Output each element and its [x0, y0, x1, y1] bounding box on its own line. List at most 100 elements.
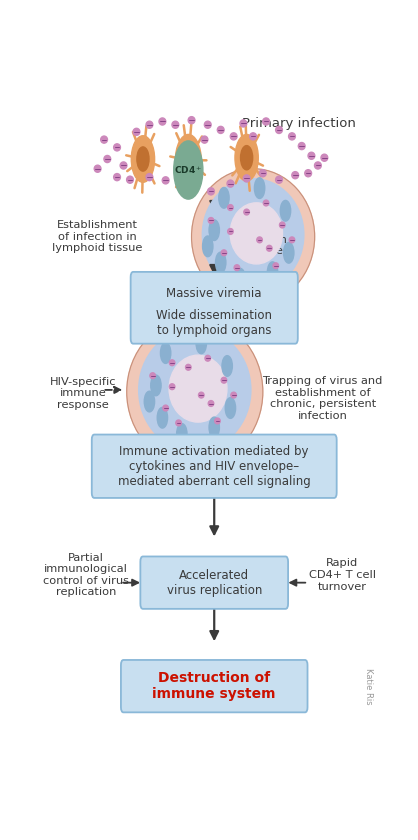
Bar	[199, 459, 207, 471]
Bar	[183, 459, 191, 471]
Ellipse shape	[201, 136, 208, 143]
Ellipse shape	[205, 355, 211, 361]
Ellipse shape	[227, 180, 234, 187]
Text: Trapping of virus and
establishment of
chronic, persistent
infection: Trapping of virus and establishment of c…	[263, 376, 383, 421]
Text: Lymph
node: Lymph node	[251, 235, 288, 256]
Ellipse shape	[228, 205, 233, 211]
Ellipse shape	[263, 200, 269, 206]
Ellipse shape	[275, 176, 283, 183]
Bar	[241, 297, 249, 310]
Ellipse shape	[228, 228, 233, 234]
Ellipse shape	[292, 171, 298, 179]
Ellipse shape	[208, 401, 214, 407]
Ellipse shape	[176, 420, 181, 426]
Circle shape	[219, 187, 229, 208]
Circle shape	[283, 243, 294, 263]
FancyBboxPatch shape	[131, 272, 298, 344]
Circle shape	[268, 262, 278, 282]
Circle shape	[240, 145, 253, 170]
Ellipse shape	[314, 162, 321, 169]
Ellipse shape	[308, 152, 315, 160]
Circle shape	[196, 333, 206, 354]
Ellipse shape	[280, 222, 285, 228]
Circle shape	[161, 343, 171, 364]
Ellipse shape	[188, 117, 195, 123]
Ellipse shape	[163, 405, 168, 411]
Circle shape	[176, 134, 201, 186]
Ellipse shape	[260, 170, 266, 176]
Ellipse shape	[288, 133, 296, 140]
Text: Primary infection: Primary infection	[242, 117, 355, 130]
Ellipse shape	[208, 188, 214, 195]
Text: Massive viremia: Massive viremia	[166, 286, 262, 300]
Circle shape	[131, 136, 155, 182]
Text: Wide dissemination
to lymphoid organs: Wide dissemination to lymphoid organs	[156, 308, 272, 337]
Text: HIV-specific
immune
response: HIV-specific immune response	[50, 376, 116, 410]
FancyBboxPatch shape	[121, 660, 308, 712]
Circle shape	[216, 252, 226, 273]
Circle shape	[181, 147, 195, 174]
Ellipse shape	[273, 263, 278, 269]
Ellipse shape	[191, 169, 315, 305]
Circle shape	[174, 141, 203, 199]
Ellipse shape	[169, 360, 175, 365]
Ellipse shape	[159, 118, 166, 125]
FancyBboxPatch shape	[92, 434, 336, 498]
Ellipse shape	[94, 165, 101, 172]
Ellipse shape	[101, 136, 107, 143]
Ellipse shape	[243, 175, 250, 182]
Text: Destruction of
immune system: Destruction of immune system	[153, 671, 276, 701]
Ellipse shape	[172, 121, 179, 129]
Ellipse shape	[244, 209, 250, 215]
Bar	[241, 297, 249, 310]
Ellipse shape	[208, 218, 214, 223]
Ellipse shape	[240, 120, 247, 127]
Ellipse shape	[202, 179, 304, 291]
Ellipse shape	[146, 174, 153, 181]
Ellipse shape	[104, 155, 111, 163]
Ellipse shape	[275, 126, 283, 134]
Circle shape	[157, 407, 168, 428]
Ellipse shape	[146, 121, 153, 129]
Circle shape	[209, 220, 219, 240]
Ellipse shape	[139, 328, 251, 451]
Circle shape	[144, 391, 155, 412]
Text: Partial
immunological
control of virus
replication: Partial immunological control of virus r…	[43, 553, 129, 597]
Circle shape	[209, 417, 219, 438]
Ellipse shape	[217, 126, 224, 134]
Ellipse shape	[199, 392, 204, 398]
Ellipse shape	[120, 162, 127, 169]
Circle shape	[255, 178, 265, 198]
Ellipse shape	[234, 265, 240, 270]
Circle shape	[225, 397, 236, 418]
Circle shape	[137, 147, 149, 171]
Text: Accelerated
virus replication: Accelerated virus replication	[166, 569, 262, 596]
Ellipse shape	[127, 318, 263, 466]
Ellipse shape	[289, 237, 295, 243]
Circle shape	[235, 134, 258, 181]
Circle shape	[235, 268, 245, 289]
Text: Rapid
CD4+ T cell
turnover: Rapid CD4+ T cell turnover	[308, 559, 376, 591]
Ellipse shape	[257, 237, 263, 243]
Ellipse shape	[230, 133, 237, 140]
Ellipse shape	[230, 202, 283, 264]
Circle shape	[280, 201, 291, 221]
Ellipse shape	[186, 365, 191, 370]
Ellipse shape	[305, 170, 311, 176]
Ellipse shape	[114, 174, 120, 181]
Ellipse shape	[215, 418, 220, 424]
Ellipse shape	[162, 176, 169, 184]
Bar	[183, 459, 191, 471]
Ellipse shape	[221, 377, 227, 383]
Text: Establishment
of infection in
lymphoid tissue: Establishment of infection in lymphoid t…	[52, 220, 143, 253]
Ellipse shape	[321, 155, 328, 161]
Ellipse shape	[267, 245, 272, 251]
Circle shape	[203, 236, 213, 257]
Ellipse shape	[150, 373, 155, 379]
Text: Katie Ris: Katie Ris	[364, 668, 372, 705]
Ellipse shape	[250, 133, 257, 140]
Ellipse shape	[114, 144, 120, 151]
Ellipse shape	[169, 384, 175, 390]
Circle shape	[222, 355, 232, 376]
Ellipse shape	[169, 355, 227, 422]
